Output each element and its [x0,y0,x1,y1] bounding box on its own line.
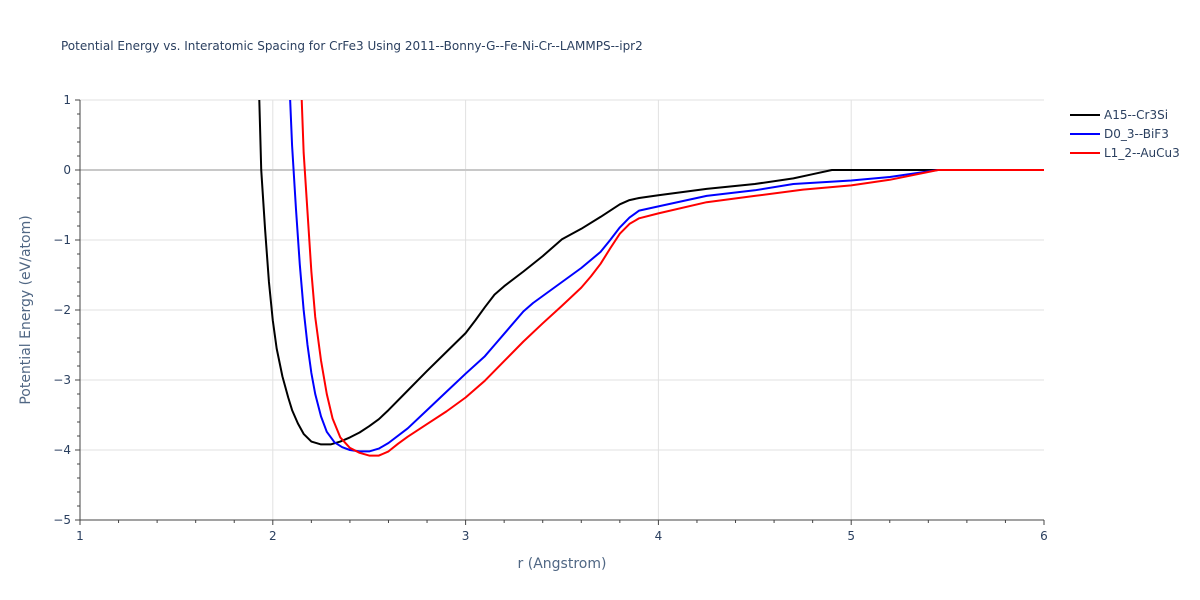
x-tick-label: 5 [847,529,855,543]
chart-title: Potential Energy vs. Interatomic Spacing… [61,39,643,53]
grid [80,99,1044,520]
y-tick-label: −2 [53,303,71,317]
y-axis-title: Potential Energy (eV/atom) [18,215,34,404]
series-layer [258,100,1044,457]
x-tick-label: 3 [462,529,470,543]
y-tick-label: −5 [53,513,71,527]
y-tick-label: 0 [63,163,71,177]
legend-label: A15--Cr3Si [1104,108,1168,122]
y-tick-label: 1 [63,93,71,107]
series-line-A15--Cr3Si [258,100,1044,446]
axes [75,99,1045,525]
y-tick-label: −3 [53,373,71,387]
series-line-L1_2--AuCu3 [300,100,1044,457]
legend-label: L1_2--AuCu3 [1104,146,1180,160]
x-axis-title: r (Angstrom) [518,556,607,572]
y-tick-label: −4 [53,443,71,457]
x-tick-label: 6 [1040,529,1048,543]
x-tick-label: 2 [269,529,277,543]
y-tick-label: −1 [53,233,71,247]
x-tick-label: 1 [76,529,84,543]
legend-label: D0_3--BiF3 [1104,127,1169,141]
series-line-D0_3--BiF3 [289,100,1044,453]
y-tick-labels: 1 0 −1 −2 −3 −4 −5 [53,93,71,527]
x-tick-labels: 1 2 3 4 5 6 [76,529,1048,543]
x-tick-label: 4 [655,529,663,543]
legend: A15--Cr3Si D0_3--BiF3 L1_2--AuCu3 [1070,108,1180,160]
